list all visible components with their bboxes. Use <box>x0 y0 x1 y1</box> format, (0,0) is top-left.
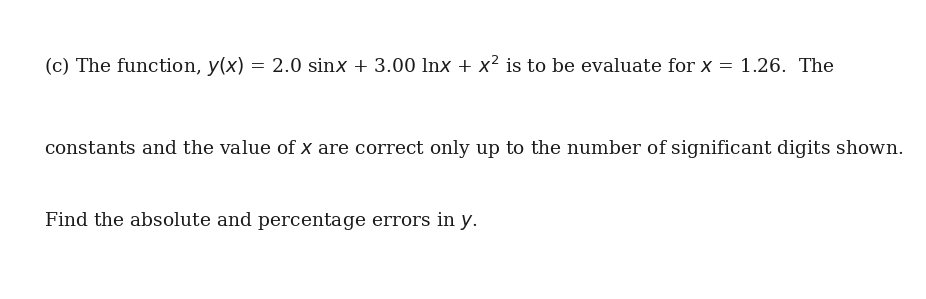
Text: constants and the value of $x$ are correct only up to the number of significant : constants and the value of $x$ are corre… <box>44 138 904 161</box>
Text: Find the absolute and percentage errors in $y$.: Find the absolute and percentage errors … <box>44 210 478 232</box>
Text: (c) The function, $y(x)$ = 2.0 sin$x$ + 3.00 ln$x$ + $x^2$ is to be evaluate for: (c) The function, $y(x)$ = 2.0 sin$x$ + … <box>44 53 835 79</box>
